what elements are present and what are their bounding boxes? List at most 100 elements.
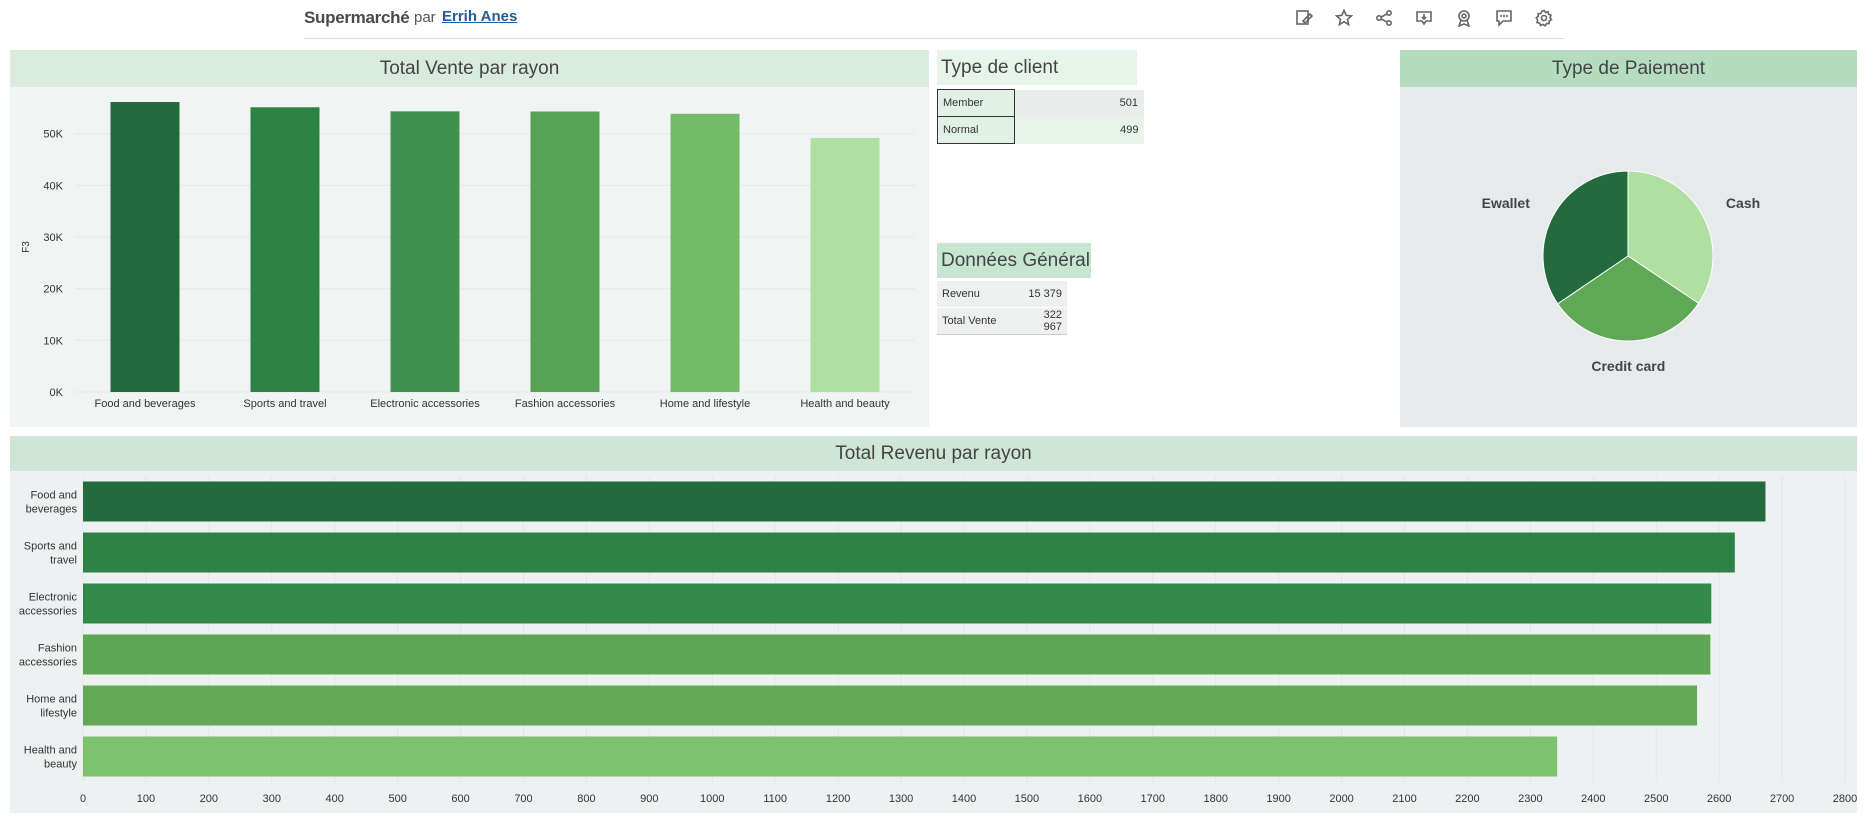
x-tick-label: Food and beverages (95, 398, 196, 410)
pie-slice (1627, 170, 1714, 305)
edit-icon[interactable] (1292, 6, 1316, 30)
bar (670, 113, 740, 392)
y-tick-label-line: lifestyle (40, 708, 77, 720)
bar (83, 583, 1712, 624)
x-tick-label: 200 (200, 793, 218, 805)
author-prefix: par (414, 9, 436, 26)
x-tick-label: 2300 (1518, 793, 1542, 805)
x-tick-label: 0 (80, 793, 86, 805)
x-tick-label: 300 (263, 793, 281, 805)
y-tick-label-line: accessories (19, 657, 78, 669)
pie-label: Ewallet (1482, 195, 1531, 211)
bar (810, 137, 880, 392)
x-tick-label: Home and lifestyle (660, 398, 751, 410)
bar (83, 634, 1711, 675)
client-type-table: Member 501 Normal 499 (937, 89, 1144, 144)
x-tick-label: Electronic accessories (370, 398, 480, 410)
sales-chart-title: Total Vente par rayon (10, 50, 929, 87)
x-tick-label: 2700 (1770, 793, 1794, 805)
revenue-by-department-chart: 0 100 200 300 400 500 600 700 800 900 1000 1100 1200… (19, 476, 1857, 805)
y-tick-label: 30K (43, 232, 63, 244)
share-icon[interactable] (1372, 6, 1396, 30)
x-tick-label: 400 (326, 793, 344, 805)
revenue-chart-title: Total Revenu par rayon (10, 436, 1857, 471)
x-tick-label: 1000 (700, 793, 724, 805)
x-tick-label: 2800 (1833, 793, 1857, 805)
client-member-label: Member (937, 89, 1015, 117)
bar (83, 532, 1735, 573)
badge-icon[interactable] (1452, 6, 1476, 30)
bar (390, 111, 460, 393)
pie-label: Credit card (1591, 358, 1665, 374)
bar (250, 107, 320, 393)
x-tick-label: 1500 (1015, 793, 1039, 805)
revenue-value: 15 379 (1022, 281, 1067, 308)
x-tick-label: 1300 (889, 793, 913, 805)
x-tick-label: 800 (577, 793, 595, 805)
payment-type-chart: Cash Credit card Ewallet (1482, 170, 1760, 374)
comment-icon[interactable] (1492, 6, 1516, 30)
download-icon[interactable] (1412, 6, 1436, 30)
x-tick-label: 2000 (1329, 793, 1353, 805)
total-sales-label: Total Vente (937, 307, 1022, 335)
general-data-title: Données Général (937, 243, 1091, 278)
y-tick-label-line: Home and (26, 694, 77, 706)
y-axis-label: F3 (21, 241, 32, 253)
revenue-label: Revenu (937, 281, 1022, 308)
x-tick-label: 1600 (1078, 793, 1102, 805)
table-row: Total Vente 322 967 (937, 307, 1067, 335)
client-member-value: 501 (1014, 89, 1144, 117)
x-tick-label: 700 (514, 793, 532, 805)
x-tick-label: 2500 (1644, 793, 1668, 805)
x-tick-label: 1400 (952, 793, 976, 805)
y-tick-label-line: beauty (44, 759, 78, 771)
bar (110, 101, 180, 392)
y-tick-label: 20K (43, 284, 63, 296)
x-tick-label: 500 (388, 793, 406, 805)
x-tick-label: Health and beauty (800, 398, 890, 410)
y-tick-label: Home and lifestyle (26, 694, 77, 720)
x-tick-label: 2600 (1707, 793, 1731, 805)
y-tick-label: Fashion accessories (19, 643, 78, 669)
payment-type-panel: Type de Paiement Cash Credit card Ewallet (1400, 50, 1857, 427)
y-tick-label: 40K (43, 180, 63, 192)
x-tick-label: 2100 (1392, 793, 1416, 805)
y-tick-label: Electronic accessories (19, 592, 78, 618)
top-bar: Supermarché par Errih Anes (304, 0, 1564, 39)
pie-slice (1557, 255, 1700, 342)
sales-by-department-chart: 0K 10K 20K 30K 40K 50K F3 Food and beverages Spo… (21, 101, 915, 410)
y-tick-label: Food and beverages (26, 490, 78, 516)
x-tick-label: Fashion accessories (515, 398, 616, 410)
y-tick-label-line: accessories (19, 606, 78, 618)
bar (83, 685, 1698, 726)
y-tick-label-line: beverages (26, 504, 78, 516)
y-tick-label: 0K (50, 387, 64, 399)
gear-icon[interactable] (1532, 6, 1556, 30)
revenue-by-department-panel: Total Revenu par rayon 0 100 200 300 400 500 6… (10, 436, 1857, 813)
pie-slice (1542, 170, 1629, 305)
x-tick-label: 1900 (1266, 793, 1290, 805)
x-tick-label: Sports and travel (243, 398, 326, 410)
y-tick-label-line: travel (50, 555, 77, 567)
pie-label: Cash (1726, 195, 1760, 211)
table-row: Member 501 (937, 89, 1144, 117)
y-tick-label-line: Electronic (29, 592, 78, 604)
x-tick-label: 600 (451, 793, 469, 805)
y-tick-label: 50K (43, 129, 63, 141)
y-tick-label: Sports and travel (24, 541, 77, 567)
star-icon[interactable] (1332, 6, 1356, 30)
client-normal-label: Normal (937, 116, 1015, 144)
total-sales-value: 322 967 (1022, 307, 1067, 335)
author-link[interactable]: Errih Anes (442, 8, 518, 25)
y-tick-label-line: Food and (31, 490, 77, 502)
table-row: Revenu 15 379 (937, 281, 1067, 308)
bar (83, 481, 1766, 522)
x-tick-label: 1200 (826, 793, 850, 805)
x-tick-label: 2200 (1455, 793, 1479, 805)
bar (83, 736, 1558, 777)
x-tick-label: 1800 (1203, 793, 1227, 805)
y-tick-label: Health and beauty (24, 745, 78, 771)
y-tick-label: 10K (43, 335, 63, 347)
payment-chart-title: Type de Paiement (1400, 50, 1857, 87)
general-data-table: Revenu 15 379 Total Vente 322 967 (937, 281, 1067, 335)
